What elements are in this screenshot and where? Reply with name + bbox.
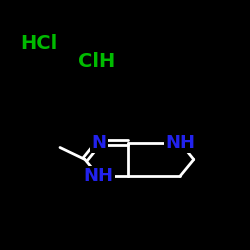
Text: N: N (91, 134, 106, 152)
Text: HCl: HCl (20, 34, 58, 53)
Text: NH: NH (165, 134, 195, 152)
Text: NH: NH (84, 167, 114, 185)
Text: ClH: ClH (78, 52, 115, 71)
